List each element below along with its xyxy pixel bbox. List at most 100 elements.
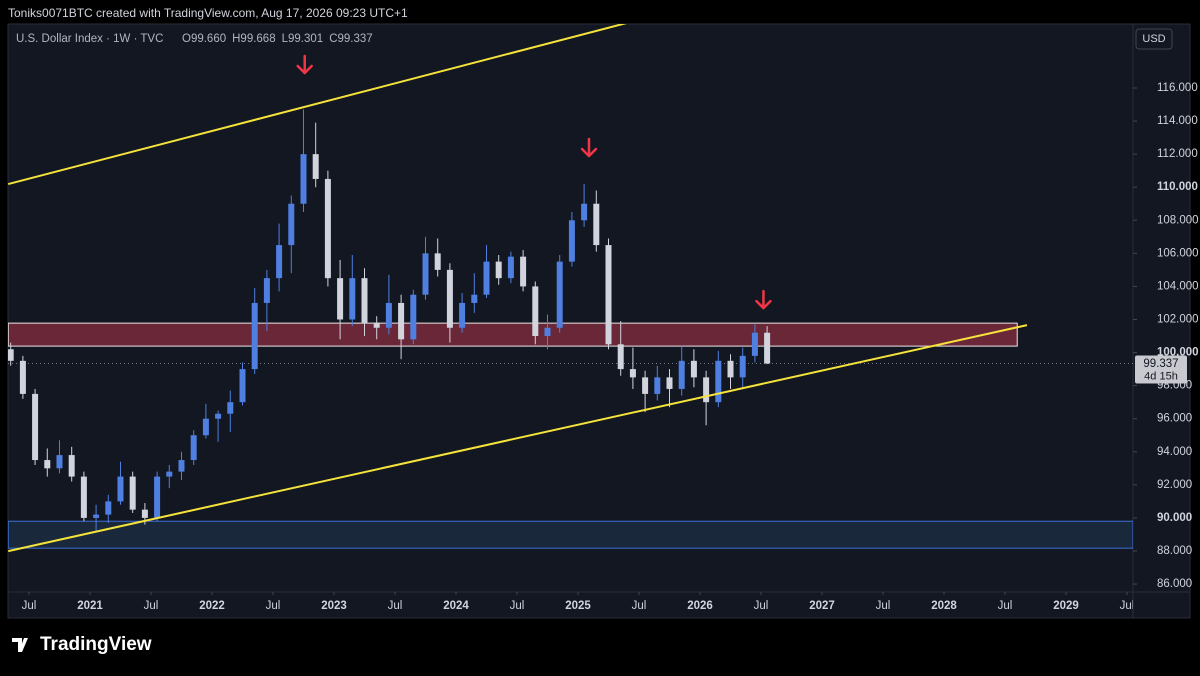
y-tick-label: 114.000 (1157, 115, 1198, 127)
x-tick-label: Jul (510, 600, 525, 612)
candle-body (93, 514, 100, 518)
legend-close: C99.337 (329, 33, 372, 45)
y-tick-label: 96.000 (1157, 413, 1192, 425)
candle-body (227, 402, 234, 414)
x-tick-label: Jul (144, 600, 159, 612)
x-tick-label: Jul (22, 600, 37, 612)
candle-body (239, 369, 246, 403)
candle-body (678, 360, 685, 389)
x-tick-label: 2029 (1053, 600, 1079, 612)
candle-body (105, 501, 112, 515)
candle-body (337, 278, 344, 320)
zone (8, 520, 1133, 549)
logo-text: TradingView (40, 634, 152, 655)
currency-box[interactable] (1135, 28, 1173, 50)
candle-body (398, 302, 405, 340)
x-tick-label: Jul (266, 600, 281, 612)
trendline (8, 324, 1028, 553)
legend-high: H99.668 (232, 33, 275, 45)
currency[interactable]: USD (1142, 33, 1165, 45)
candle-body (764, 332, 771, 364)
candle-body (141, 509, 148, 518)
y-tick-label: 104.000 (1157, 280, 1199, 292)
y-tick-label: 86.000 (1157, 578, 1192, 590)
candle-body (727, 360, 734, 378)
legend-low: L99.301 (282, 33, 324, 45)
symbol: U.S. Dollar Index · 1W · TVC (16, 33, 163, 45)
x-tick-label: 2024 (443, 600, 469, 612)
candle-body (361, 278, 368, 323)
candle-body (532, 286, 539, 337)
arrow-marker (580, 137, 598, 158)
candle-body (666, 377, 673, 389)
candle-body (629, 369, 636, 378)
x-tick-label: Jul (998, 600, 1013, 612)
x-tick-label: 2022 (199, 600, 225, 612)
candle-body (446, 269, 453, 328)
x-tick-label: 2027 (809, 600, 835, 612)
candle-body (434, 253, 441, 270)
countdown: 4d 15h (1144, 370, 1178, 382)
candle-body (422, 253, 429, 295)
candle-body (605, 245, 612, 345)
y-tick-label: 112.000 (1157, 148, 1198, 160)
y-tick-label: 106.000 (1157, 247, 1199, 259)
candle-body (32, 393, 39, 461)
candle-body (300, 154, 307, 204)
candle-body (654, 377, 661, 394)
candle-body (215, 413, 222, 419)
candle-body (312, 154, 319, 179)
candle-body (739, 355, 746, 378)
arrow-marker (296, 54, 313, 75)
logo-icon (12, 638, 28, 652)
candle-body (642, 377, 649, 394)
candle-body (276, 245, 283, 279)
candle-body (129, 476, 136, 510)
legend: U.S. Dollar Index · 1W · TVC (16, 33, 163, 45)
candle-body (556, 261, 563, 328)
candle-body (154, 476, 161, 518)
x-tick-label: 2026 (687, 600, 713, 612)
header: Toniks0071BTC created with TradingView.c… (8, 6, 408, 20)
y-tick-label: 110.000 (1157, 181, 1198, 193)
candle-body (581, 203, 588, 221)
candle-body (68, 455, 75, 477)
candle-body (507, 256, 514, 279)
candle-body (690, 360, 697, 378)
candle-body (751, 332, 758, 356)
y-tick-label: 90.000 (1157, 512, 1192, 524)
legend-open: O99.660 (182, 33, 226, 45)
candle-body (8, 349, 14, 361)
price-label-box (1135, 355, 1187, 384)
candle-body (520, 256, 527, 287)
candle-body (324, 178, 331, 279)
plot-area (8, 24, 1133, 553)
x-tick-label: Jul (754, 600, 769, 612)
x-tick-label: Jul (632, 600, 647, 612)
y-tick-label: 116.000 (1157, 82, 1198, 94)
price-label: 99.337 (1143, 358, 1178, 370)
candle-body (617, 344, 624, 370)
y-tick-label: 94.000 (1157, 446, 1192, 458)
arrow-marker (755, 289, 772, 310)
candle-body (263, 278, 270, 303)
y-tick-label: 108.000 (1157, 214, 1199, 226)
candle-body (703, 377, 710, 403)
candle-body (288, 203, 295, 246)
candle-body (80, 476, 87, 518)
candle-body (544, 327, 551, 337)
candle-body (410, 294, 417, 340)
x-tick-label: 2021 (77, 600, 103, 612)
candle-body (593, 203, 600, 246)
chart-panel (7, 23, 1191, 619)
y-tick-label: 92.000 (1157, 479, 1192, 491)
candle-body (373, 322, 380, 328)
candle-body (190, 435, 197, 461)
zone (8, 322, 1018, 347)
candle-body (166, 471, 173, 477)
candle-body (471, 294, 478, 303)
candle-body (56, 455, 63, 469)
candle-body (483, 261, 490, 295)
logo: TradingView (12, 634, 152, 655)
